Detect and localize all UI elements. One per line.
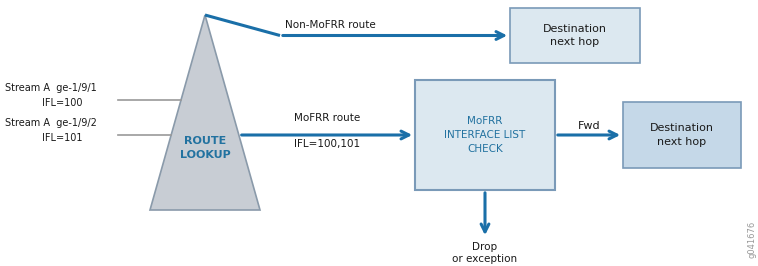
- Text: MoFRR
INTERFACE LIST
CHECK: MoFRR INTERFACE LIST CHECK: [444, 116, 525, 154]
- Text: Stream A  ge-1/9/2: Stream A ge-1/9/2: [5, 118, 97, 128]
- Text: Drop
or exception: Drop or exception: [453, 242, 518, 264]
- Text: ROUTE
LOOKUP: ROUTE LOOKUP: [180, 136, 230, 160]
- Polygon shape: [150, 15, 260, 210]
- Text: MoFRR route: MoFRR route: [294, 113, 360, 123]
- Text: IFL=100,101: IFL=100,101: [294, 139, 360, 149]
- FancyBboxPatch shape: [415, 80, 555, 190]
- Text: Destination
next hop: Destination next hop: [543, 24, 607, 47]
- Text: Destination
next hop: Destination next hop: [650, 123, 714, 147]
- Text: IFL=101: IFL=101: [42, 133, 83, 143]
- Text: Stream A  ge-1/9/1: Stream A ge-1/9/1: [5, 83, 97, 93]
- FancyBboxPatch shape: [623, 102, 741, 168]
- FancyBboxPatch shape: [510, 8, 640, 63]
- Text: Non-MoFRR route: Non-MoFRR route: [285, 20, 376, 31]
- Text: Fwd: Fwd: [578, 121, 600, 131]
- Text: IFL=100: IFL=100: [42, 98, 83, 108]
- Text: g041676: g041676: [747, 221, 756, 258]
